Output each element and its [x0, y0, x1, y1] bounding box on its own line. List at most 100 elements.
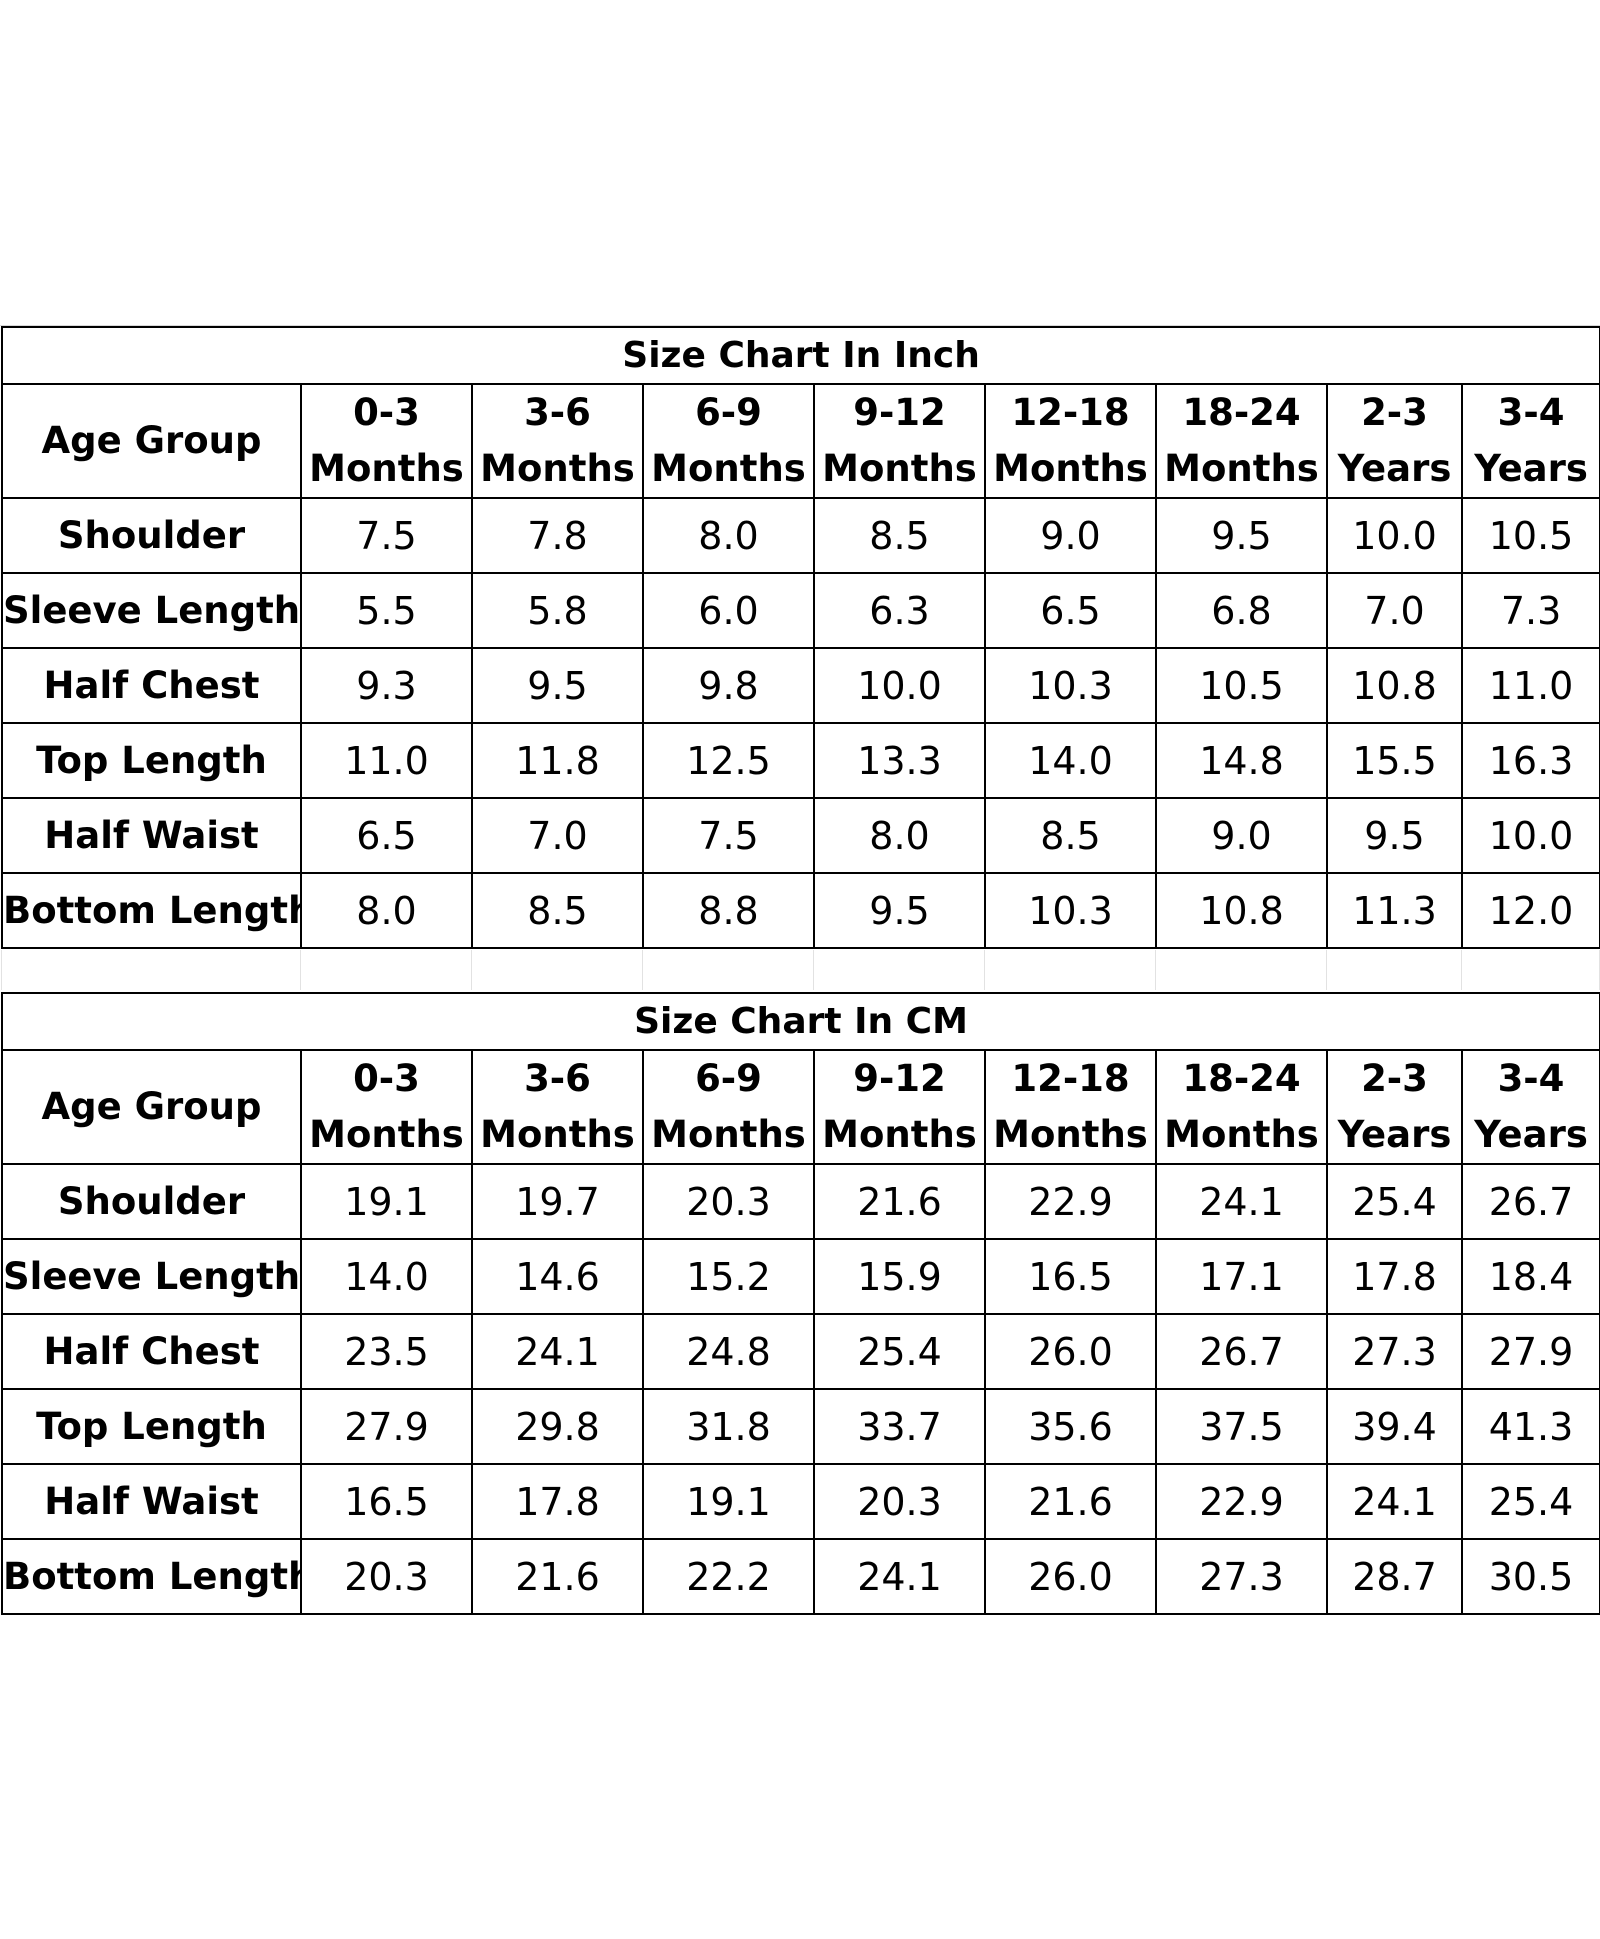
measurement-value: 9.0: [1155, 797, 1328, 874]
measurement-value: 7.0: [471, 797, 644, 874]
measurement-value: 6.5: [300, 797, 473, 874]
measurement-value: 20.3: [813, 1463, 986, 1540]
top-rule: [0, 325, 1600, 326]
measurement-label: Half Chest: [1, 1313, 302, 1390]
measurement-value: 19.1: [642, 1463, 815, 1540]
table-row: Bottom Length 8.0 8.5 8.8 9.5 10.3 10.8 11.3 12.…: [1, 872, 1600, 949]
age-unit: Months: [822, 447, 977, 490]
age-range: 3-6: [524, 1057, 591, 1100]
measurement-value: 27.9: [300, 1388, 473, 1465]
measurement-value: 7.3: [1460, 572, 1600, 649]
table-row: Bottom Length 20.3 21.6 22.2 24.1 26.0 27.3 28.…: [1, 1538, 1600, 1615]
measurement-label: Bottom Length: [1, 1538, 302, 1615]
measurement-value: 9.8: [642, 647, 815, 724]
measurement-value: 7.0: [1326, 572, 1463, 649]
age-range: 9-12: [853, 1057, 946, 1100]
measurement-value: 31.8: [642, 1388, 815, 1465]
measurement-label: Shoulder: [1, 1163, 302, 1240]
measurement-value: 15.5: [1326, 722, 1463, 799]
age-unit: Years: [1337, 447, 1452, 490]
measurement-value: 8.0: [813, 797, 986, 874]
measurement-value: 8.0: [300, 872, 473, 949]
measurement-label: Half Waist: [1, 797, 302, 874]
measurement-value: 26.7: [1155, 1313, 1328, 1390]
measurement-value: 21.6: [984, 1463, 1157, 1540]
age-group-header: Age Group: [1, 1049, 302, 1165]
measurement-value: 16.3: [1460, 722, 1600, 799]
measurement-value: 11.0: [1460, 647, 1600, 724]
measurement-value: 26.0: [984, 1313, 1157, 1390]
header-row: Age Group 0-3 Months 3-6 Months 6-9 Months 9-12…: [1, 1049, 1600, 1165]
age-range: 2-3: [1361, 1057, 1428, 1100]
measurement-value: 7.5: [300, 497, 473, 574]
measurement-value: 6.0: [642, 572, 815, 649]
age-range: 9-12: [853, 391, 946, 434]
measurement-value: 24.1: [1326, 1463, 1463, 1540]
measurement-label: Bottom Length: [1, 872, 302, 949]
measurement-value: 25.4: [1326, 1163, 1463, 1240]
measurement-value: 8.5: [984, 797, 1157, 874]
table-row: Half Chest 23.5 24.1 24.8 25.4 26.0 26.7 27.3 27…: [1, 1313, 1600, 1390]
measurement-value: 14.8: [1155, 722, 1328, 799]
age-unit: Months: [309, 1113, 464, 1156]
measurement-value: 27.9: [1461, 1313, 1600, 1390]
measurement-value: 10.3: [984, 647, 1157, 724]
age-column-header: 18-24 Months: [1155, 1049, 1328, 1165]
measurement-value: 8.0: [642, 497, 815, 574]
age-range: 3-4: [1497, 391, 1565, 434]
measurement-value: 17.1: [1155, 1238, 1328, 1315]
chart-title: Size Chart In CM: [1, 992, 1600, 1051]
measurement-label: Sleeve Length: [1, 572, 302, 649]
age-column-header: 0-3 Months: [300, 383, 473, 499]
measurement-value: 10.0: [1326, 497, 1463, 574]
measurement-value: 10.0: [1460, 797, 1600, 874]
age-column-header: 12-18 Months: [984, 383, 1157, 499]
age-column-header: 6-9 Months: [642, 1049, 815, 1165]
title-row: Size Chart In Inch: [0, 326, 1600, 385]
measurement-value: 27.3: [1326, 1313, 1463, 1390]
table-row: Half Waist 6.5 7.0 7.5 8.0 8.5 9.0 9.5 10.0: [1, 797, 1600, 874]
measurement-value: 6.5: [984, 572, 1157, 649]
measurement-value: 10.8: [1326, 647, 1463, 724]
age-column-header: 6-9 Months: [642, 383, 815, 499]
age-range: 2-3: [1361, 391, 1428, 434]
measurement-value: 14.0: [300, 1238, 473, 1315]
age-range: 0-3: [353, 391, 420, 434]
measurement-value: 37.5: [1155, 1388, 1328, 1465]
age-unit: Years: [1337, 1113, 1452, 1156]
measurement-value: 24.1: [1155, 1163, 1328, 1240]
table-row: Sleeve Length 5.5 5.8 6.0 6.3 6.5 6.8 7.0 7.3: [1, 572, 1600, 649]
measurement-value: 12.0: [1460, 872, 1600, 949]
measurement-value: 39.4: [1326, 1388, 1463, 1465]
measurement-value: 8.8: [642, 872, 815, 949]
measurement-label: Half Waist: [1, 1463, 302, 1540]
table-row: Top Length 27.9 29.8 31.8 33.7 35.6 37.5 39.4 41…: [1, 1388, 1600, 1465]
chart-title: Size Chart In Inch: [0, 326, 1600, 385]
age-range: 0-3: [353, 1057, 420, 1100]
age-column-header: 9-12 Months: [813, 1049, 986, 1165]
table-row: Top Length 11.0 11.8 12.5 13.3 14.0 14.8 15.5 16…: [1, 722, 1600, 799]
measurement-label: Sleeve Length: [1, 1238, 302, 1315]
age-unit: Months: [480, 1113, 635, 1156]
measurement-value: 35.6: [984, 1388, 1157, 1465]
age-unit: Months: [1164, 447, 1319, 490]
measurement-value: 6.8: [1155, 572, 1328, 649]
measurement-value: 41.3: [1461, 1388, 1600, 1465]
measurement-label: Shoulder: [1, 497, 302, 574]
age-group-header: Age Group: [1, 383, 302, 499]
measurement-value: 24.8: [642, 1313, 815, 1390]
age-range: 6-9: [695, 1057, 762, 1100]
measurement-value: 11.8: [471, 722, 644, 799]
measurement-label: Top Length: [1, 722, 302, 799]
measurement-value: 16.5: [984, 1238, 1157, 1315]
measurement-value: 20.3: [642, 1163, 815, 1240]
measurement-value: 18.4: [1461, 1238, 1600, 1315]
age-column-header: 2-3 Years: [1326, 383, 1463, 499]
measurement-value: 6.3: [813, 572, 986, 649]
age-column-header: 3-4 Years: [1460, 383, 1600, 499]
measurement-value: 24.1: [471, 1313, 644, 1390]
table-row: Sleeve Length 14.0 14.6 15.2 15.9 16.5 17.1 17.…: [1, 1238, 1600, 1315]
measurement-value: 23.5: [300, 1313, 473, 1390]
age-unit: Years: [1474, 1113, 1588, 1156]
measurement-label: Top Length: [1, 1388, 302, 1465]
